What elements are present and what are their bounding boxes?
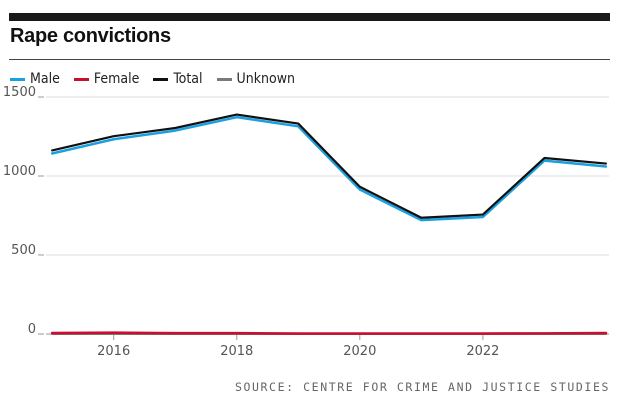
- x-tick-label: 2016: [97, 344, 130, 359]
- legend-swatch-unknown: [216, 77, 232, 81]
- legend-swatch-total: [153, 77, 169, 81]
- legend-label-female: Female: [93, 71, 140, 87]
- legend-item-total[interactable]: Total: [153, 71, 203, 87]
- x-axis-ticks: 2016 2018 2020 2022: [97, 334, 499, 359]
- legend-label-male: Male: [30, 71, 60, 87]
- y-tick-label: 1500: [3, 85, 36, 100]
- series-line-female: [50, 331, 608, 335]
- legend-item-female[interactable]: Female: [73, 71, 140, 87]
- legend-item-unknown[interactable]: Unknown: [216, 71, 295, 87]
- top-bar: [9, 13, 610, 21]
- legend-swatch-male: [10, 77, 25, 81]
- y-axis-ticks: 0 500 1000 1500: [3, 85, 44, 337]
- series-lines: [50, 113, 608, 335]
- x-tick-label: 2018: [220, 344, 253, 359]
- x-tick-label: 2020: [343, 344, 376, 359]
- grid-lines: [46, 96, 609, 335]
- title-divider: [9, 59, 610, 60]
- y-tick-label: 1000: [3, 164, 36, 179]
- legend: Male Female Total Unknown: [10, 71, 295, 87]
- source-note: SOURCE: CENTRE FOR CRIME AND JUSTICE STU…: [234, 380, 610, 394]
- chart-title: Rape convictions: [10, 25, 171, 47]
- legend-swatch-female: [73, 77, 89, 81]
- legend-item-male[interactable]: Male: [10, 71, 60, 87]
- series-line-total: [51, 113, 608, 219]
- series-line-male: [50, 115, 608, 222]
- x-tick-label: 2022: [466, 344, 499, 359]
- y-tick-label: 500: [11, 243, 36, 258]
- legend-label-unknown: Unknown: [236, 71, 295, 87]
- y-tick-label: 0: [28, 322, 36, 337]
- legend-label-total: Total: [173, 71, 203, 87]
